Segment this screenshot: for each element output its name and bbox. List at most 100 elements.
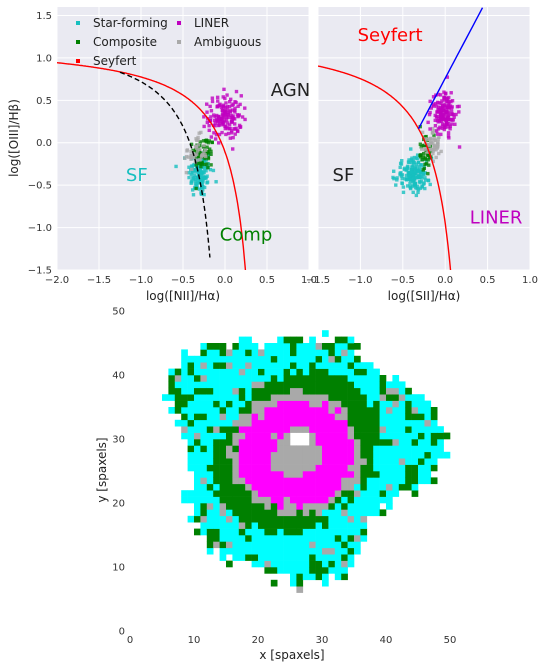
point-liner	[239, 94, 243, 98]
spaxel-star-forming	[424, 400, 432, 408]
spaxel-star-forming	[251, 547, 259, 555]
spaxel-liner	[302, 496, 310, 504]
spaxel-composite	[238, 528, 246, 536]
spaxel-star-forming	[226, 355, 233, 363]
spaxel-liner	[264, 458, 272, 465]
x-tick-label: −1.5	[306, 275, 330, 286]
spaxel-star-forming	[168, 407, 176, 414]
spaxel-composite	[264, 509, 272, 517]
spaxel-star-forming	[181, 432, 188, 440]
spaxel-star-forming	[328, 528, 336, 536]
spaxel-star-forming	[200, 439, 208, 446]
spaxel-liner	[258, 419, 265, 427]
spaxel-composite	[283, 522, 291, 529]
point-ambiguous	[184, 170, 189, 175]
spaxel-star-forming	[296, 349, 304, 357]
point-ambiguous	[196, 143, 200, 147]
spaxel-ambiguous	[270, 451, 278, 459]
spaxel-star-forming	[194, 490, 201, 497]
point-star-forming	[411, 160, 415, 164]
spaxel-liner	[283, 483, 291, 491]
point-ambiguous	[202, 143, 206, 148]
spaxel-star-forming	[219, 515, 227, 523]
spaxel-ambiguous	[302, 509, 310, 517]
point-star-forming	[409, 147, 413, 151]
spaxel-ambiguous	[258, 407, 265, 414]
spaxel-composite	[379, 387, 387, 395]
spaxel-ambiguous	[347, 432, 355, 440]
spaxel-composite	[411, 471, 419, 478]
point-liner	[439, 112, 443, 116]
point-star-forming	[423, 176, 427, 180]
spaxel-ambiguous	[379, 394, 387, 401]
spaxel-star-forming	[366, 368, 374, 376]
spaxel-composite	[219, 483, 227, 491]
spaxel-star-forming	[219, 432, 227, 440]
spaxel-star-forming	[328, 509, 336, 517]
spaxel-star-forming	[270, 560, 278, 568]
spaxel-composite	[194, 528, 201, 536]
spaxel-composite	[418, 458, 425, 465]
spaxel-composite	[168, 375, 176, 382]
x-tick-label: −0.5	[171, 275, 195, 286]
spaxel-star-forming	[213, 355, 220, 363]
point-composite	[206, 156, 211, 161]
spaxel-star-forming	[187, 426, 195, 433]
point-composite	[206, 165, 210, 170]
spaxel-liner	[290, 400, 297, 408]
spaxel-composite	[334, 535, 342, 542]
spaxel-liner	[309, 490, 316, 497]
nii-kewley-line	[57, 62, 247, 270]
map-x-axis-label: x [spaxels]	[259, 648, 324, 662]
spaxel-star-forming	[322, 579, 329, 587]
spaxel-liner	[296, 496, 304, 504]
spaxel-star-forming	[245, 336, 252, 344]
point-liner	[446, 105, 450, 110]
point-composite	[206, 149, 210, 154]
spaxel-star-forming	[290, 573, 297, 581]
spaxel-composite	[219, 343, 227, 350]
point-composite	[418, 153, 422, 158]
spaxel-liner	[302, 400, 310, 408]
spaxel-ambiguous	[290, 509, 297, 517]
x-tick-label: 50	[444, 635, 457, 646]
spaxel-liner	[334, 471, 342, 478]
spaxel-liner	[302, 483, 310, 491]
spaxel-star-forming	[296, 541, 304, 549]
point-star-forming	[408, 185, 412, 189]
spaxel-star-forming	[398, 419, 406, 427]
point-composite	[198, 151, 202, 155]
x-tick-label: 0.5	[480, 275, 496, 286]
spaxel-liner	[238, 439, 246, 446]
spaxel-liner	[315, 432, 323, 440]
spaxel-star-forming	[238, 547, 246, 555]
spaxel-composite	[296, 515, 304, 523]
spaxel-ambiguous	[347, 483, 355, 491]
spaxel-liner	[251, 483, 259, 491]
spaxel-ambiguous	[341, 477, 348, 485]
y-tick-label: 40	[112, 371, 125, 382]
spaxel-ambiguous	[238, 522, 246, 529]
spaxel-liner	[270, 407, 278, 414]
spaxel-star-forming	[187, 381, 195, 389]
point-liner	[428, 127, 432, 131]
spaxel-star-forming	[347, 349, 355, 357]
spaxel-composite	[405, 387, 412, 395]
spaxel-star-forming	[411, 419, 419, 427]
point-composite	[209, 149, 213, 154]
spaxel-liner	[315, 419, 323, 427]
point-star-forming	[186, 171, 191, 175]
point-composite	[207, 139, 212, 143]
spaxel-star-forming	[232, 407, 240, 414]
point-star-forming	[414, 193, 419, 198]
point-star-forming	[214, 180, 218, 184]
point-liner	[435, 104, 439, 108]
spaxel-composite	[354, 394, 361, 401]
spaxel-liner	[334, 445, 342, 453]
point-liner	[205, 110, 209, 114]
point-ambiguous	[436, 145, 440, 149]
spaxel-star-forming	[341, 547, 348, 555]
spaxel-liner	[322, 477, 329, 485]
spaxel-star-forming	[366, 477, 374, 485]
